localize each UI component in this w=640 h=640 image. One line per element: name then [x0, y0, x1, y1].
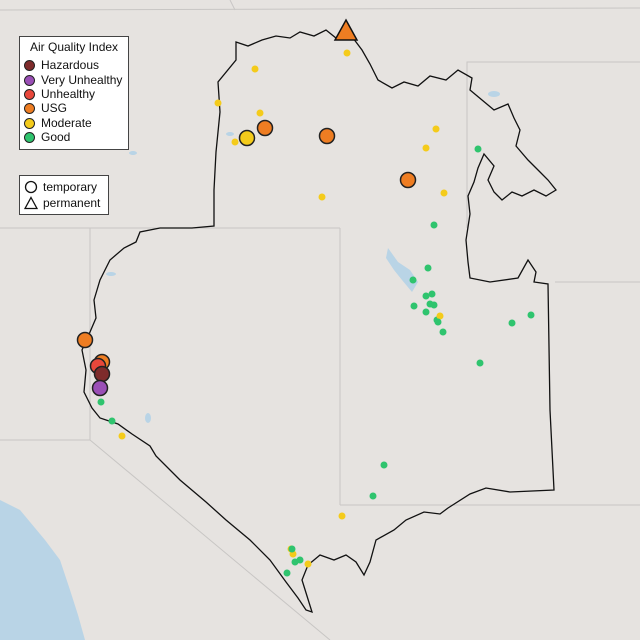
monitor-marker[interactable]: [238, 129, 256, 147]
legend-swatch: [24, 102, 35, 114]
lake: [226, 132, 234, 136]
monitor-marker[interactable]: [440, 189, 448, 197]
monitor-marker[interactable]: [430, 221, 438, 229]
monitor-marker[interactable]: [422, 144, 430, 152]
monitor-marker[interactable]: [333, 18, 359, 41]
legend-label: Very Unhealthy: [41, 73, 123, 87]
monitor-marker[interactable]: [436, 312, 444, 320]
monitor-marker[interactable]: [256, 119, 274, 137]
monitor-marker[interactable]: [296, 556, 304, 564]
monitor-marker[interactable]: [399, 171, 417, 189]
monitor-marker[interactable]: [410, 302, 418, 310]
circle-icon: [24, 180, 38, 194]
monitor-marker[interactable]: [343, 49, 351, 57]
monitor-marker[interactable]: [369, 492, 377, 500]
monitor-marker[interactable]: [409, 276, 417, 284]
legend-label: USG: [41, 101, 68, 115]
monitor-marker[interactable]: [422, 292, 430, 300]
monitor-marker[interactable]: [432, 125, 440, 133]
monitor-marker[interactable]: [318, 127, 336, 145]
monitor-marker[interactable]: [93, 365, 111, 383]
lake: [488, 91, 500, 97]
monitor-marker[interactable]: [288, 545, 296, 553]
monitor-marker[interactable]: [118, 432, 126, 440]
monitor-marker[interactable]: [108, 417, 116, 425]
legend-label: Good: [41, 130, 71, 144]
legend-item-temporary: temporary: [24, 179, 97, 195]
monitor-marker[interactable]: [76, 331, 94, 349]
legend-item-very-unhealthy: Very Unhealthy: [24, 73, 122, 87]
monitor-marker[interactable]: [434, 318, 442, 326]
legend-item-unhealthy: Unhealthy: [24, 87, 95, 101]
legend-item-good: Good: [24, 130, 70, 144]
monitor-marker[interactable]: [91, 379, 109, 397]
monitor-type-legend: temporary permanent: [19, 175, 109, 215]
monitor-marker[interactable]: [318, 193, 326, 201]
legend-swatch: [24, 131, 35, 143]
legend-swatch: [24, 117, 35, 129]
lake: [145, 413, 151, 423]
legend-label: permanent: [43, 196, 101, 210]
monitor-marker[interactable]: [256, 109, 264, 117]
monitor-marker[interactable]: [428, 290, 436, 298]
region-boundary: [81, 29, 557, 614]
legend-item-moderate: Moderate: [24, 116, 92, 130]
legend-swatch: [24, 74, 35, 86]
monitor-marker[interactable]: [338, 512, 346, 520]
legend-swatch: [24, 88, 35, 100]
legend-item-permanent: permanent: [24, 195, 100, 211]
triangle-icon: [24, 196, 38, 210]
lake: [129, 151, 137, 155]
monitor-marker[interactable]: [474, 145, 482, 153]
legend-item-usg: USG: [24, 101, 67, 115]
legend-title: Air Quality Index: [30, 40, 119, 54]
monitor-marker[interactable]: [380, 461, 388, 469]
legend-label: Moderate: [41, 116, 92, 130]
aqi-legend: Air Quality Index Hazardous Very Unhealt…: [19, 36, 129, 150]
legend-label: temporary: [43, 180, 98, 194]
monitor-marker[interactable]: [251, 65, 259, 73]
monitor-marker[interactable]: [422, 308, 430, 316]
monitor-marker[interactable]: [97, 398, 105, 406]
monitor-marker[interactable]: [304, 560, 312, 568]
monitor-marker[interactable]: [214, 99, 222, 107]
monitor-marker[interactable]: [430, 301, 438, 309]
monitor-marker[interactable]: [231, 138, 239, 146]
legend-swatch: [24, 59, 35, 71]
monitor-marker[interactable]: [283, 569, 291, 577]
monitor-markers: [76, 18, 535, 577]
monitor-marker[interactable]: [508, 319, 516, 327]
ocean-water: [0, 500, 85, 640]
legend-label: Unhealthy: [41, 87, 96, 101]
monitor-marker[interactable]: [476, 359, 484, 367]
legend-label: Hazardous: [41, 58, 100, 72]
monitor-marker[interactable]: [439, 328, 447, 336]
legend-item-hazardous: Hazardous: [24, 58, 99, 72]
lake: [106, 272, 116, 276]
monitor-marker[interactable]: [424, 264, 432, 272]
monitor-marker[interactable]: [527, 311, 535, 319]
